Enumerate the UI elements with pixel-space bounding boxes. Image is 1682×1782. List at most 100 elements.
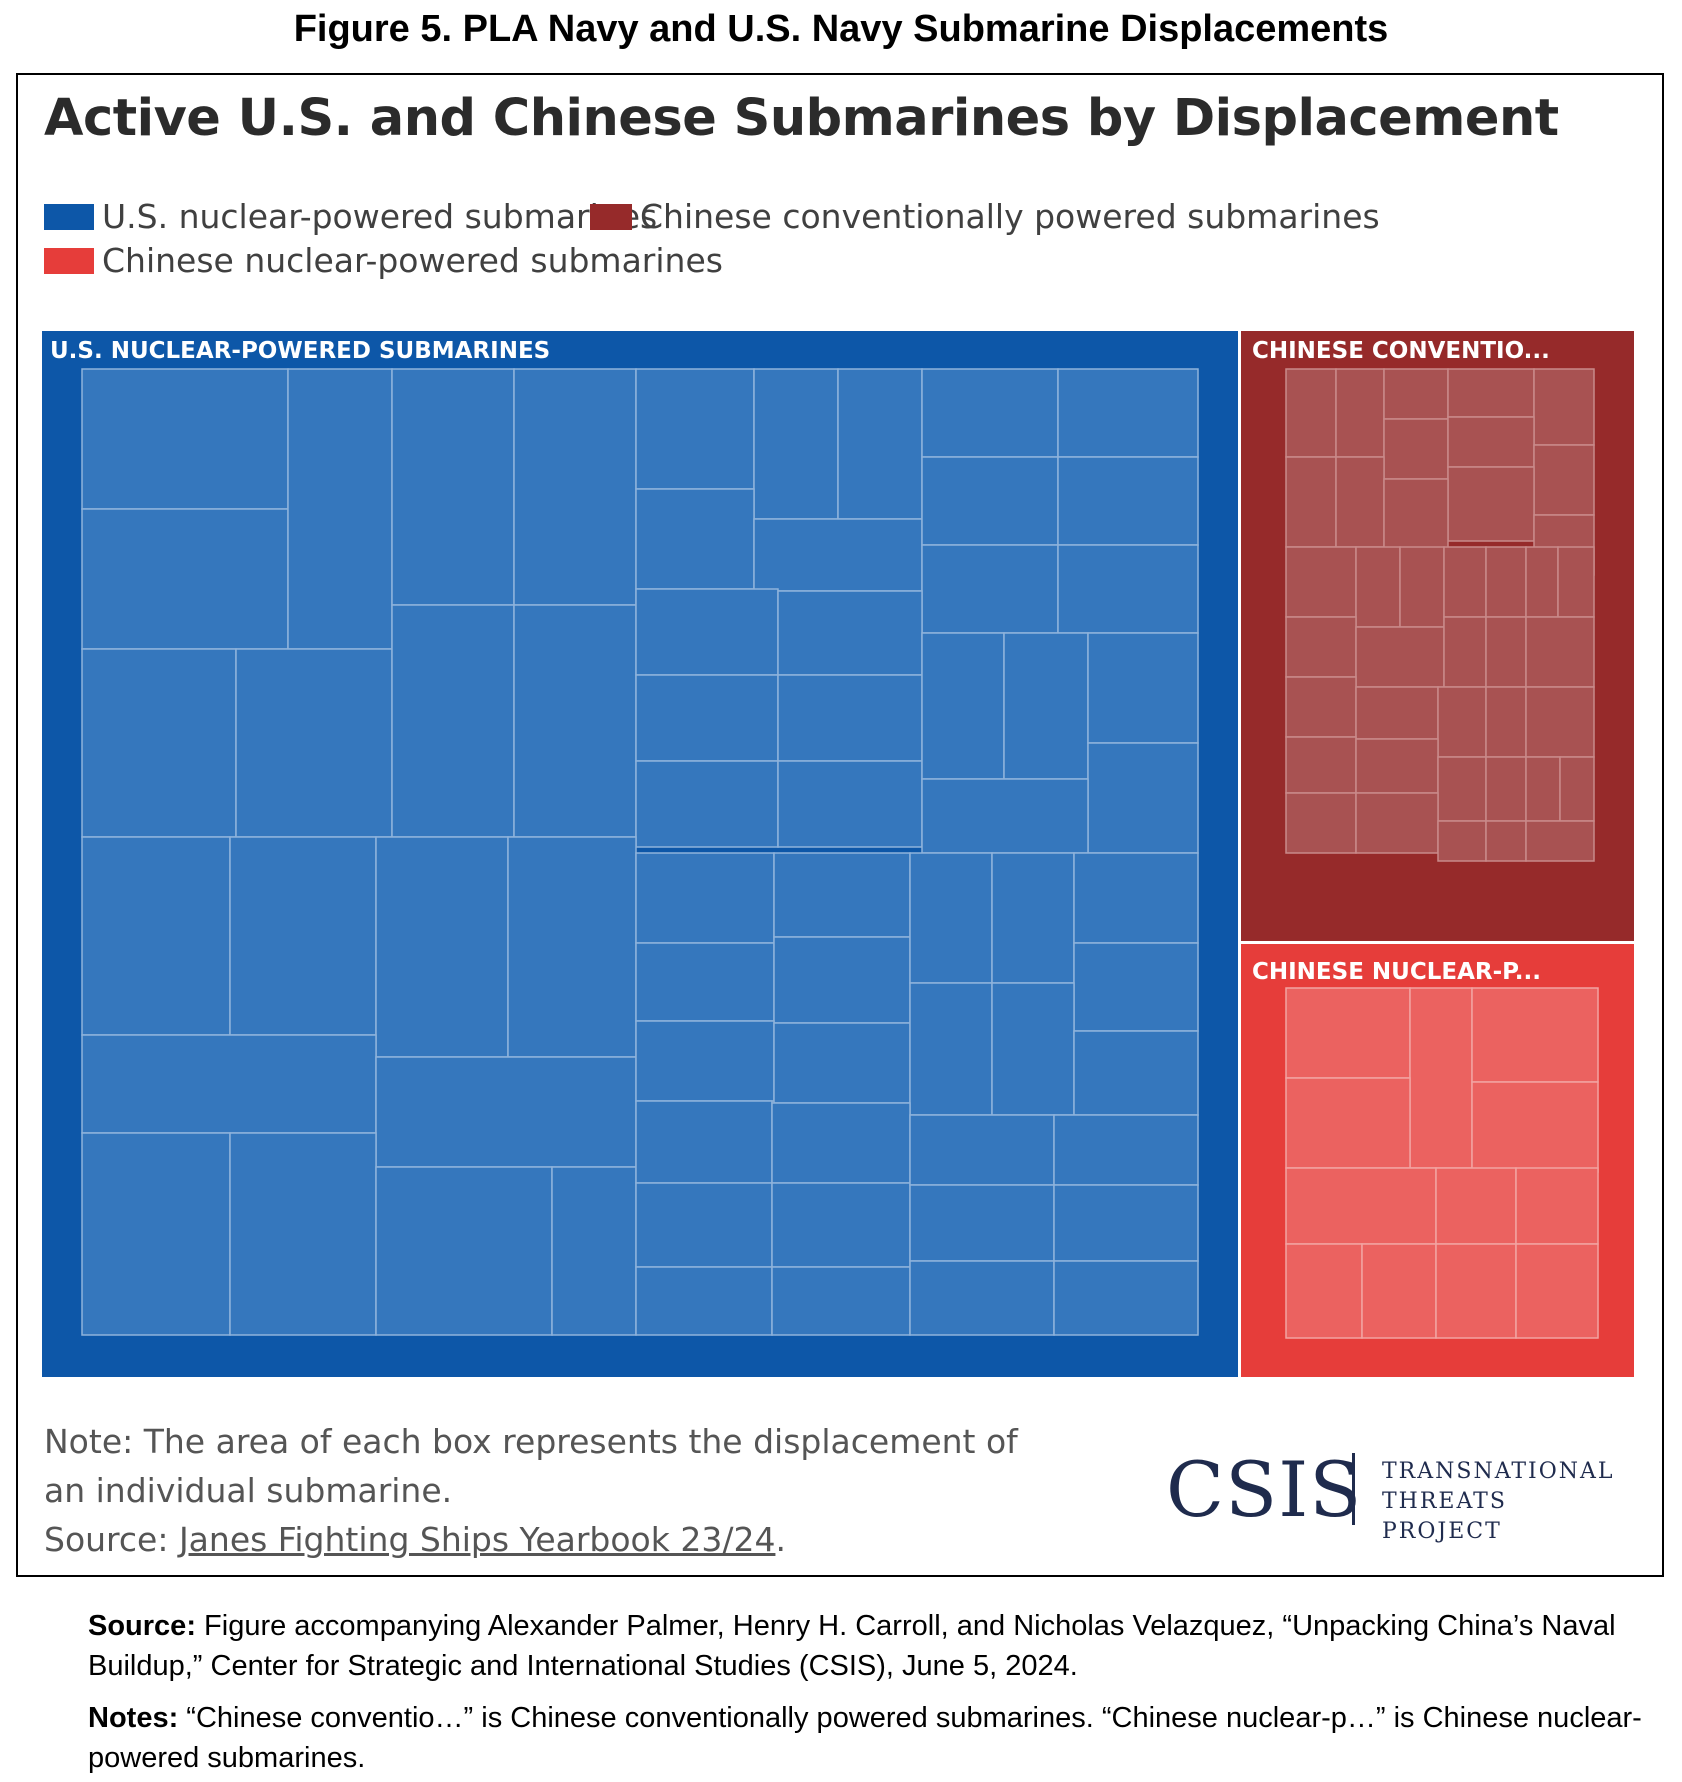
us-sub-cell-11[interactable]: [753, 518, 923, 592]
us-sub-cell-4[interactable]: [513, 368, 637, 606]
us-sub-cell-15[interactable]: [1057, 544, 1199, 634]
cn-conv-sub-cell-37[interactable]: [1355, 792, 1439, 854]
us-sub-cell-36[interactable]: [375, 1056, 637, 1168]
cn-conv-sub-cell-5[interactable]: [1383, 418, 1449, 480]
cn-conv-sub-cell-24[interactable]: [1525, 616, 1595, 688]
us-sub-cell-49[interactable]: [1073, 1030, 1199, 1116]
us-sub-cell-46[interactable]: [1073, 942, 1199, 1032]
cn-conv-sub-cell-4[interactable]: [1533, 368, 1595, 446]
us-sub-cell-42[interactable]: [773, 1022, 911, 1104]
us-sub-cell-34[interactable]: [507, 836, 637, 1058]
cn-conv-sub-cell-23[interactable]: [1485, 616, 1527, 688]
us-sub-cell-39[interactable]: [635, 942, 775, 1022]
cn-nuc-sub-cell-4[interactable]: [1471, 1081, 1599, 1173]
cn-conv-sub-cell-27[interactable]: [1437, 686, 1487, 758]
us-sub-cell-27[interactable]: [1003, 632, 1089, 780]
us-sub-cell-2[interactable]: [287, 368, 393, 650]
us-sub-cell-1[interactable]: [81, 508, 289, 650]
chart-source-link[interactable]: Janes Fighting Ships Yearbook 23/24: [178, 1520, 776, 1559]
us-sub-cell-6[interactable]: [753, 368, 839, 520]
us-sub-cell-32[interactable]: [229, 836, 377, 1036]
us-sub-cell-23[interactable]: [777, 674, 923, 762]
us-sub-cell-26[interactable]: [921, 632, 1005, 780]
cn-nuc-sub-cell-6[interactable]: [1435, 1167, 1517, 1245]
us-sub-cell-31[interactable]: [81, 836, 231, 1036]
us-sub-cell-10[interactable]: [635, 488, 755, 590]
us-sub-cell-63[interactable]: [1053, 1184, 1199, 1262]
us-sub-cell-8[interactable]: [921, 368, 1059, 458]
us-sub-cell-56[interactable]: [635, 1182, 773, 1268]
us-sub-cell-43[interactable]: [909, 852, 993, 984]
cn-nuc-sub-cell-1[interactable]: [1409, 987, 1473, 1169]
us-sub-cell-9[interactable]: [1057, 368, 1199, 458]
cn-conv-sub-cell-10[interactable]: [1447, 466, 1535, 542]
us-sub-cell-62[interactable]: [909, 1184, 1055, 1262]
cn-conv-sub-cell-29[interactable]: [1525, 686, 1595, 758]
us-sub-cell-55[interactable]: [771, 1102, 911, 1184]
us-sub-cell-38[interactable]: [773, 852, 911, 938]
us-sub-cell-59[interactable]: [771, 1266, 911, 1336]
cn-conv-sub-cell-40[interactable]: [1525, 820, 1595, 862]
us-sub-cell-52[interactable]: [375, 1166, 553, 1336]
cn-conv-sub-cell-14[interactable]: [1355, 546, 1401, 628]
us-sub-cell-47[interactable]: [909, 982, 993, 1116]
cn-conv-sub-cell-36[interactable]: [1285, 792, 1357, 854]
cn-conv-sub-cell-28[interactable]: [1485, 686, 1527, 758]
cn-nuc-sub-cell-11[interactable]: [1515, 1243, 1599, 1339]
us-sub-cell-60[interactable]: [909, 1114, 1055, 1186]
us-sub-cell-21[interactable]: [777, 590, 923, 676]
cn-conv-sub-cell-17[interactable]: [1485, 546, 1527, 618]
cn-conv-sub-cell-1[interactable]: [1335, 368, 1385, 458]
cn-nuc-sub-cell-2[interactable]: [1471, 987, 1599, 1083]
cn-conv-sub-cell-22[interactable]: [1443, 616, 1487, 688]
legend-item-us-nuclear[interactable]: U.S. nuclear-powered submarines: [44, 197, 657, 236]
cn-nuc-sub-cell-5[interactable]: [1285, 1167, 1437, 1245]
cn-conv-sub-cell-33[interactable]: [1485, 756, 1527, 822]
us-sub-cell-54[interactable]: [635, 1100, 773, 1184]
cn-conv-sub-cell-38[interactable]: [1437, 820, 1487, 862]
us-sub-cell-19[interactable]: [513, 604, 637, 838]
cn-nuc-sub-cell-8[interactable]: [1285, 1243, 1363, 1339]
us-sub-cell-45[interactable]: [1073, 852, 1199, 944]
us-sub-cell-50[interactable]: [81, 1132, 231, 1336]
us-sub-cell-40[interactable]: [773, 936, 911, 1024]
cn-nuc-sub-cell-0[interactable]: [1285, 987, 1411, 1079]
us-sub-cell-41[interactable]: [635, 1020, 775, 1102]
cn-conv-sub-cell-13[interactable]: [1285, 546, 1357, 618]
us-sub-cell-18[interactable]: [391, 604, 515, 838]
us-sub-cell-25[interactable]: [777, 760, 923, 848]
cn-conv-sub-cell-35[interactable]: [1559, 756, 1595, 822]
cn-conv-sub-cell-21[interactable]: [1355, 626, 1445, 688]
us-sub-cell-29[interactable]: [1087, 742, 1199, 854]
us-sub-cell-61[interactable]: [1053, 1114, 1199, 1186]
us-sub-cell-65[interactable]: [1053, 1260, 1199, 1336]
cn-conv-sub-cell-11[interactable]: [1383, 478, 1449, 560]
us-sub-cell-3[interactable]: [391, 368, 515, 606]
us-sub-cell-20[interactable]: [635, 588, 779, 676]
cn-conv-sub-cell-30[interactable]: [1285, 736, 1357, 794]
cn-conv-sub-cell-3[interactable]: [1447, 368, 1535, 418]
cn-conv-sub-cell-9[interactable]: [1533, 444, 1595, 516]
us-sub-cell-58[interactable]: [635, 1266, 773, 1336]
cn-conv-sub-cell-31[interactable]: [1355, 738, 1439, 794]
us-sub-cell-5[interactable]: [635, 368, 755, 490]
us-sub-cell-16[interactable]: [81, 648, 237, 838]
cn-conv-sub-cell-16[interactable]: [1443, 546, 1487, 618]
us-sub-cell-51[interactable]: [229, 1132, 377, 1336]
cn-nuc-sub-cell-7[interactable]: [1515, 1167, 1599, 1245]
us-sub-cell-35[interactable]: [81, 1034, 377, 1134]
cn-conv-sub-cell-20[interactable]: [1285, 616, 1357, 678]
cn-nuc-sub-cell-10[interactable]: [1435, 1243, 1517, 1339]
us-sub-cell-53[interactable]: [551, 1166, 637, 1336]
legend-item-cn-conventional[interactable]: Chinese conventionally powered submarine…: [590, 197, 1380, 236]
us-sub-cell-48[interactable]: [991, 982, 1075, 1116]
us-sub-cell-33[interactable]: [375, 836, 509, 1058]
cn-conv-sub-cell-6[interactable]: [1447, 416, 1535, 468]
us-sub-cell-7[interactable]: [837, 368, 923, 520]
us-sub-cell-37[interactable]: [635, 852, 775, 944]
cn-nuc-sub-cell-3[interactable]: [1285, 1077, 1411, 1169]
us-sub-cell-28[interactable]: [1087, 632, 1199, 744]
us-sub-cell-0[interactable]: [81, 368, 289, 510]
cn-conv-sub-cell-32[interactable]: [1437, 756, 1487, 822]
cn-conv-sub-cell-2[interactable]: [1383, 368, 1449, 420]
